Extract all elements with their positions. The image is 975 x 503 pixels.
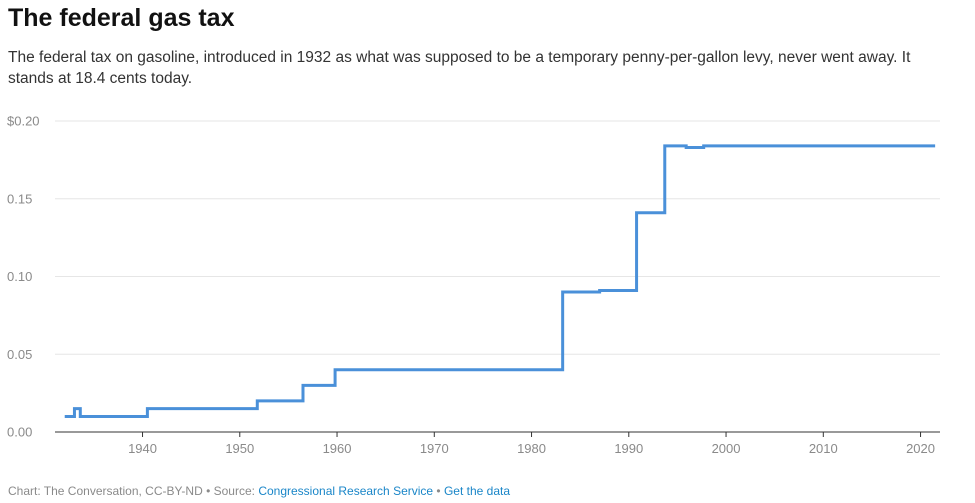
gas-tax-chart: 0.000.050.100.15$0.20 1940 1950 1960 1970 19… <box>7 114 940 455</box>
x-tick-label: 1940 <box>128 441 157 455</box>
chart-subtitle: The federal tax on gasoline, introduced … <box>8 49 911 87</box>
x-tick-label: 2010 <box>809 441 838 455</box>
gas-tax-series-line <box>64 144 936 418</box>
source-link[interactable]: Congressional Research Service <box>258 484 434 498</box>
x-tick-label: 1980 <box>517 441 546 455</box>
x-tick-label: 1960 <box>323 441 352 455</box>
y-tick-label: 0.00 <box>7 425 32 440</box>
y-tick-label: 0.05 <box>7 347 32 362</box>
x-tick-label: 1950 <box>225 441 254 455</box>
chart-credit: Chart: The Conversation, CC-BY-ND <box>8 484 203 498</box>
series-layer <box>64 144 936 418</box>
x-tick-label: 2020 <box>906 441 935 455</box>
y-axis-ticks: 0.00 0.05 0.10 0.15 $0.20 <box>7 114 40 440</box>
x-tick-label: 1970 <box>420 441 449 455</box>
source-prefix: Source: <box>213 484 259 498</box>
chart-title: The federal gas tax <box>8 4 235 32</box>
x-tick-label: 2000 <box>712 441 741 455</box>
footer-separator-2: • <box>433 484 444 498</box>
get-the-data-link[interactable]: Get the data <box>443 484 510 498</box>
x-axis-ticks: 1940 1950 1960 1970 1980 1990 2000 2010 2020 <box>128 432 935 455</box>
gridlines <box>55 120 940 433</box>
x-tick-label: 1990 <box>614 441 643 455</box>
y-tick-label: 0.15 <box>7 191 32 206</box>
y-tick-label: 0.10 <box>7 269 32 284</box>
chart-footer: Chart: The Conversation, CC-BY-ND • Sour… <box>8 484 510 498</box>
footer-separator: • <box>202 484 214 498</box>
y-tick-label: $0.20 <box>7 114 40 129</box>
